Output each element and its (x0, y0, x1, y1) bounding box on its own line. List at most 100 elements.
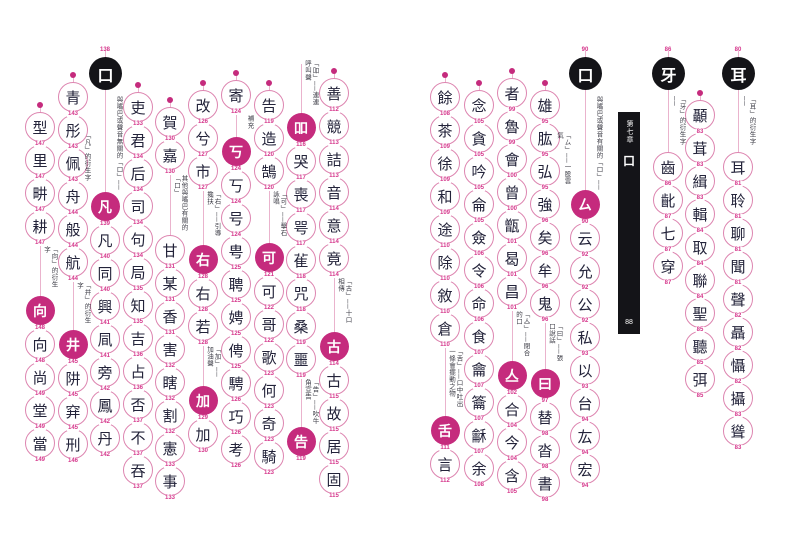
character-cell: 聖 85 (684, 298, 716, 333)
character-cell: 局 135 (122, 257, 154, 292)
page-ref-number: 101 (505, 239, 519, 245)
branch-label: 「曰」──張口說話 (547, 323, 563, 362)
branch-label-slot: 「吅」──連連呼叫聲 (285, 58, 319, 113)
character-circle: 甹 (221, 236, 251, 266)
page-ref-number: 142 (98, 452, 112, 458)
page-ref-number: 137 (131, 418, 145, 424)
section-page-number: 138 (99, 47, 110, 53)
page-ref-number: 107 (472, 350, 486, 356)
character-circle: 俜 (221, 335, 251, 365)
character-cell: 市 127 (187, 156, 219, 191)
character-circle: 憲 (155, 433, 185, 463)
page-ref-number: 133 (131, 121, 145, 127)
page-ref-number: 130 (196, 448, 210, 454)
character-circle: 否 (123, 389, 153, 419)
page-ref-number: 133 (163, 495, 177, 501)
section-intro-cell: 耳 (722, 57, 755, 94)
page-ref-number: 119 (295, 373, 307, 379)
page-ref-number: 98 (540, 497, 550, 503)
character-cell: 聽 85 (684, 331, 716, 366)
page-ref-number: 87 (663, 247, 673, 253)
page-ref-number: 145 (66, 425, 80, 431)
character-circle: 兮 (188, 123, 218, 153)
page-ref-number: 110 (439, 309, 451, 315)
character-circle: 告 (254, 90, 284, 120)
connector-dot (266, 80, 272, 86)
branch-label: 「耳」的衍生字── (740, 96, 756, 145)
character-circle: 聶 (723, 317, 753, 347)
character-cell: 令 106 (463, 255, 495, 290)
page-ref-number: 118 (295, 307, 307, 313)
page-ref-number: 97 (540, 398, 550, 404)
section-intro-circle: 牙 (652, 57, 685, 90)
character-cell: 云 92 (569, 223, 601, 258)
character-circle: 割 (155, 400, 185, 430)
page-ref-number: 114 (328, 361, 340, 367)
page-ref-number: 142 (98, 386, 112, 392)
branch-intro-cell: 凡 139 (89, 192, 121, 227)
character-cell: 甑 101 (496, 210, 528, 245)
page-ref-number: 135 (131, 286, 145, 292)
page-ref-number: 107 (472, 416, 486, 422)
character-column: 餘 108 茶 109 徐 109 和 109 途 110 除 110 敘 110 倉 110 「舌」──口中吐… (429, 70, 463, 484)
character-cell: 食 107 (463, 321, 495, 356)
character-cell: 齒 86 (652, 152, 684, 187)
connector-dot-slot (122, 80, 154, 92)
page-ref-number: 96 (540, 218, 550, 224)
branch-label: 與嘴巴或聲音有關的「口」── (595, 96, 602, 191)
branch-intro-cell: 告 119 (285, 427, 317, 462)
page-ref-number: 96 (540, 251, 550, 257)
character-cell: 籥 107 (463, 387, 495, 422)
connector-dot-slot (429, 70, 461, 82)
character-cell: 娉 125 (220, 302, 252, 337)
right-page: 餘 108 茶 109 徐 109 和 109 途 110 除 110 敘 110 倉 110 「舌」──口中吐… (400, 0, 800, 539)
character-cell: 取 84 (684, 232, 716, 267)
branch-intro-cell: 曰 97 (529, 369, 561, 404)
connector-dot (167, 97, 173, 103)
character-cell: 青 143 (57, 82, 89, 117)
character-cell: 曾 100 (496, 177, 528, 212)
character-circle: 籥 (464, 387, 494, 417)
character-circle: 攝 (723, 383, 753, 413)
character-cell: 私 93 (569, 322, 601, 357)
page-ref-number: 105 (472, 218, 486, 224)
character-cell: 聲 82 (722, 284, 754, 319)
character-circle: 除 (430, 247, 460, 277)
character-circle: 造 (254, 123, 284, 153)
character-cell: 穽 145 (57, 396, 89, 431)
character-column: 「吅」──連連呼叫聲吅 116 哭 117 喪 117 咢 117 雈 118 咒 118 桑 119 噩 1… (285, 58, 319, 462)
character-cell: 倉 110 (429, 313, 461, 348)
branch-intro-cell: ㄙ 90 (569, 190, 601, 225)
character-circle: 害 (155, 334, 185, 364)
character-cell: 告 119 (253, 90, 285, 125)
character-circle: 航 (58, 247, 88, 277)
page-ref-number: 141 (98, 353, 112, 359)
page-ref-number: 131 (163, 264, 177, 270)
page-ref-number: 128 (196, 340, 210, 346)
branch-intro-cell: 可 121 (253, 243, 285, 278)
character-cell: 固 115 (318, 464, 350, 499)
page-ref-number: 92 (580, 252, 590, 258)
character-circle: 茶 (430, 115, 460, 145)
page-ref-number: 106 (472, 251, 486, 257)
character-cell: 凬 141 (89, 324, 121, 359)
character-circle: 龠 (464, 354, 494, 384)
character-circle: 侖 (464, 189, 494, 219)
character-column: 者 99 魯 99 會 100 曾 100 甑 101 曷 101 昌 101 「亼」──閉合的口亼 102 合… (496, 66, 529, 495)
character-circle: 含 (497, 460, 527, 490)
character-cell: 聆 81 (722, 185, 754, 220)
page-ref-number: 137 (131, 484, 145, 490)
character-cell: 割 132 (154, 400, 186, 435)
character-circle: 何 (254, 375, 284, 405)
character-cell: 魯 99 (496, 111, 528, 146)
page-ref-number: 146 (66, 458, 80, 464)
character-cell: 吉 136 (122, 323, 154, 358)
character-circle: 青 (58, 82, 88, 112)
branch-intro-circle: 告 (286, 427, 316, 456)
branch-label: 「舌」──口中吐出一條會擺動之物 (447, 348, 463, 408)
character-circle: 君 (123, 125, 153, 155)
character-cell: 同 140 (89, 258, 121, 293)
character-column: 型 147 里 147 畊 147 耕 147 「向」的衍生字向 148 向 148 尚 149 堂 149 當… (24, 100, 57, 463)
character-circle: 吞 (123, 455, 153, 485)
page-ref-number: 81 (733, 181, 743, 187)
